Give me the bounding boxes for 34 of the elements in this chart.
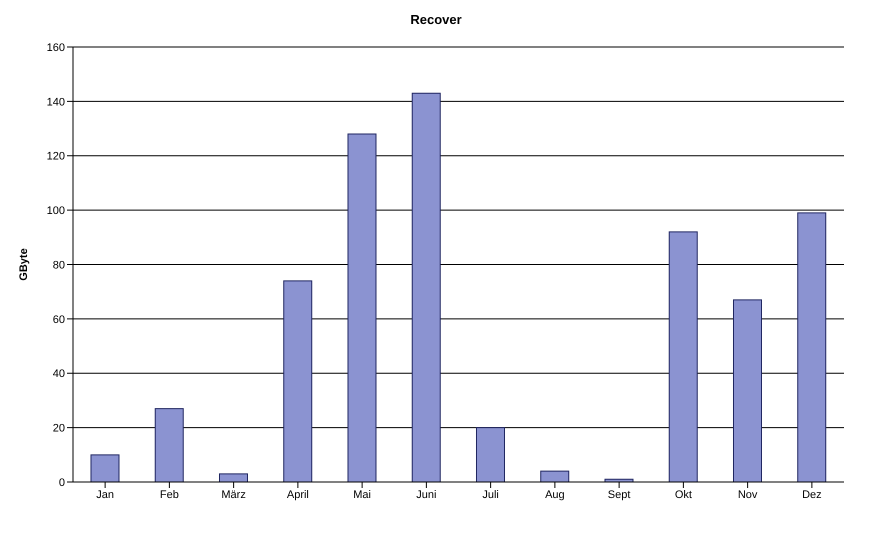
y-tick-label: 20 [52, 422, 65, 435]
x-tick-label: Aug [545, 488, 565, 501]
x-tick-label: Nov [738, 488, 758, 501]
bar [540, 470, 570, 482]
bar [90, 454, 120, 482]
bar [347, 134, 376, 482]
x-tick-label: Feb [160, 488, 179, 501]
x-tick-label: Mai [353, 488, 371, 501]
y-tick-label: 40 [52, 368, 65, 380]
y-tick-label: 160 [46, 42, 65, 54]
y-tick-label: 140 [46, 96, 65, 108]
x-tick-label: Jan [96, 488, 114, 501]
bar [412, 92, 441, 482]
x-tick-label: Okt [674, 488, 692, 501]
y-tick-label: 60 [52, 314, 65, 326]
bar [283, 280, 312, 482]
x-tick-label: Juli [482, 488, 499, 501]
x-tick-label: Juni [416, 488, 436, 501]
bar [732, 299, 762, 482]
y-tick-label: 80 [52, 259, 65, 272]
bar [476, 427, 505, 482]
x-tick-label: Dez [802, 488, 822, 501]
chart-title: Recover [409, 12, 463, 27]
y-tick-label: 0 [58, 476, 65, 489]
y-tick-label: 120 [46, 150, 65, 163]
bar [154, 408, 184, 482]
y-tick-label: 100 [46, 205, 65, 218]
x-tick-label: März [221, 488, 246, 501]
bar [218, 473, 248, 482]
bar [797, 212, 826, 482]
bar [668, 231, 698, 482]
x-tick-label: April [286, 488, 309, 501]
x-tick-label: Sept [608, 488, 630, 501]
y-axis-title: GByte [18, 248, 30, 281]
